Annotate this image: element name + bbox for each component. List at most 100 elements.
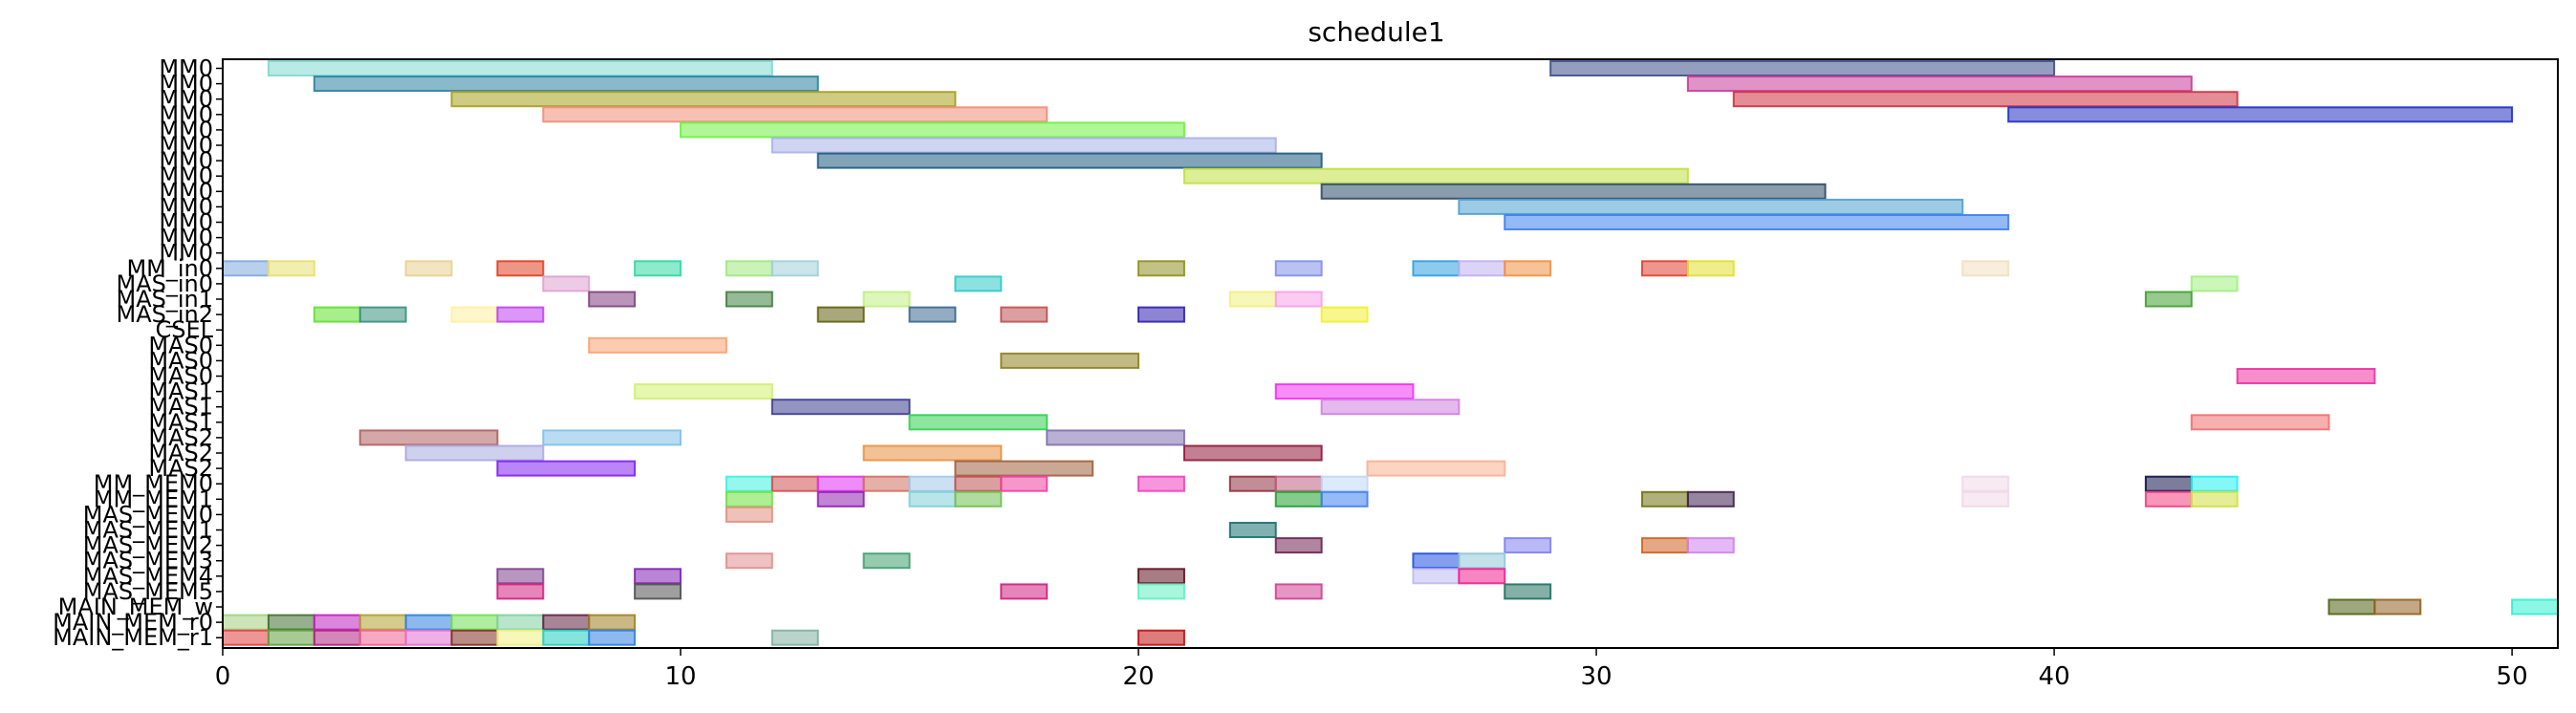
task-bar (2236, 368, 2376, 384)
task-bar (588, 629, 637, 646)
task-bar (1274, 260, 1323, 277)
task-bar (1640, 537, 1689, 554)
task-bar (542, 614, 591, 631)
task-bar (1137, 583, 1185, 600)
task-bar (908, 475, 957, 492)
task-bar (313, 614, 361, 631)
task-bar (1274, 490, 1323, 508)
task-bar (1458, 260, 1506, 277)
y-tick-label: MAS_in0 (116, 270, 213, 297)
y-tick-label: MM0 (159, 162, 213, 189)
task-bar (1000, 475, 1049, 492)
task-bar (862, 475, 911, 492)
task-bar (816, 490, 865, 508)
task-bar (267, 260, 315, 277)
task-bar (496, 583, 545, 600)
task-bar (1504, 260, 1552, 277)
task-bar (725, 552, 773, 570)
task-bar (634, 583, 682, 600)
task-bar (496, 306, 545, 323)
task-bar (816, 475, 865, 492)
task-bar (770, 629, 819, 646)
task-bar (358, 614, 407, 631)
x-tick-label: 10 (664, 662, 696, 691)
y-tick-label: MM0 (159, 225, 213, 251)
task-bar (1000, 306, 1049, 323)
task-bar (404, 444, 545, 462)
task-bar (267, 629, 315, 646)
task-bar (634, 568, 682, 585)
task-bar (816, 306, 865, 323)
task-bar (1640, 490, 1689, 508)
task-bar (542, 429, 682, 446)
task-bar (313, 76, 819, 93)
task-bar (588, 291, 637, 308)
y-tick-label: MAS_in2 (116, 301, 213, 328)
plot-frame (222, 58, 2559, 649)
task-bar (954, 460, 1094, 477)
task-bar (634, 383, 773, 400)
task-bar (862, 552, 911, 570)
task-bar (1320, 306, 1369, 323)
y-tick-label: MM0 (159, 178, 213, 205)
x-tick-label: 0 (215, 662, 231, 691)
task-bar (680, 121, 1185, 139)
task-bar (1686, 490, 1735, 508)
y-tick-label: MAIN_MEM_r0 (53, 609, 213, 636)
task-bar (1000, 583, 1049, 600)
task-bar (2511, 598, 2560, 616)
task-bar (450, 91, 957, 108)
task-bar (2190, 275, 2239, 292)
task-bar (1320, 399, 1461, 416)
task-bar (542, 629, 591, 646)
y-tick-label: MM_MEM1 (94, 486, 213, 512)
task-bar (542, 106, 1049, 123)
task-bar (908, 414, 1049, 431)
y-tick-label: CSEL (155, 316, 213, 343)
x-axis: 0 10 20 30 40 50 (215, 648, 2528, 691)
task-bar (770, 399, 911, 416)
task-bar (862, 444, 1003, 462)
task-bar (725, 291, 773, 308)
task-bar (450, 306, 499, 323)
task-bar (1000, 352, 1140, 369)
task-bar (770, 475, 819, 492)
task-bar (1549, 60, 2056, 76)
task-bar (1458, 198, 1964, 215)
y-tick-label: MM0 (159, 101, 213, 128)
y-tick-label: MAS_MEM1 (83, 517, 213, 544)
task-bar (496, 614, 545, 631)
task-bar (908, 490, 957, 508)
task-bar (2190, 490, 2239, 508)
task-bar (2144, 291, 2193, 308)
task-bar (1504, 537, 1552, 554)
task-bar (450, 629, 499, 646)
task-bar (1320, 475, 1369, 492)
task-bar (725, 260, 773, 277)
task-bar (542, 275, 591, 292)
y-tick-label: MAIN_MEM_r1 (53, 624, 213, 651)
task-bar (1458, 568, 1506, 585)
task-bar (450, 614, 499, 631)
task-bar (954, 490, 1003, 508)
task-bar (634, 260, 682, 277)
task-bar (954, 475, 1003, 492)
task-bar (1137, 568, 1185, 585)
task-bar (1961, 475, 2010, 492)
task-bar (1504, 214, 2010, 230)
y-tick-label: MM0 (159, 55, 213, 82)
task-bar (1458, 552, 1506, 570)
y-tick-label: MM_in0 (126, 255, 213, 282)
task-bar (222, 629, 270, 646)
chart-title: schedule1 (1308, 16, 1444, 48)
task-bar (1320, 183, 1827, 200)
task-bar (1366, 460, 1506, 477)
task-bar (2007, 106, 2514, 123)
task-bar (496, 260, 545, 277)
task-bar (1961, 260, 2010, 277)
task-bar (1137, 260, 1185, 277)
task-bar (1412, 552, 1461, 570)
task-bar (1640, 260, 1689, 277)
task-bar (1137, 475, 1185, 492)
task-bar (496, 460, 637, 477)
